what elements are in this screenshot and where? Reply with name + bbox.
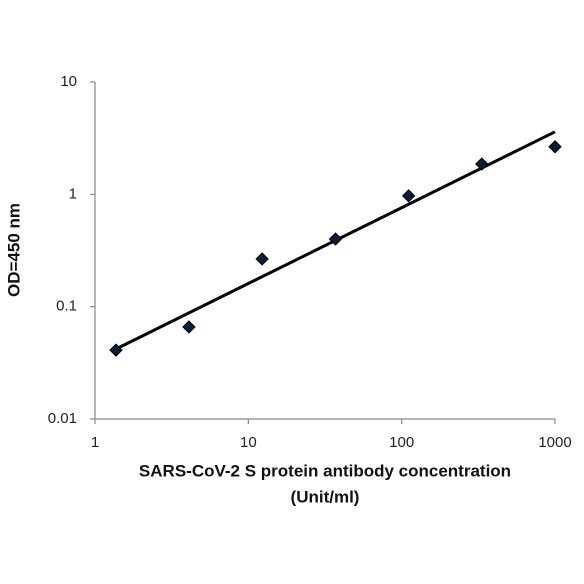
data-point (401, 189, 416, 203)
data-point (255, 252, 269, 266)
data-point (182, 320, 196, 334)
data-point (328, 232, 343, 246)
y-tick-label: 1 (69, 185, 77, 202)
x-axis-label: (Unit/ml) (291, 487, 360, 506)
x-tick-label: 10 (240, 434, 257, 451)
y-tick-label: 0.1 (56, 298, 77, 315)
data-point (475, 157, 489, 171)
x-axis-label: SARS-CoV-2 S protein antibody concentrat… (139, 461, 511, 480)
x-tick-label: 100 (389, 434, 414, 451)
y-tick-label: 10 (60, 73, 77, 90)
data-point (109, 343, 123, 357)
x-tick-label: 1000 (538, 434, 571, 451)
y-axis-label: OD=450 nm (4, 203, 23, 297)
data-point (548, 140, 562, 154)
x-tick-label: 1 (91, 434, 99, 451)
y-tick-label: 0.01 (48, 410, 77, 427)
